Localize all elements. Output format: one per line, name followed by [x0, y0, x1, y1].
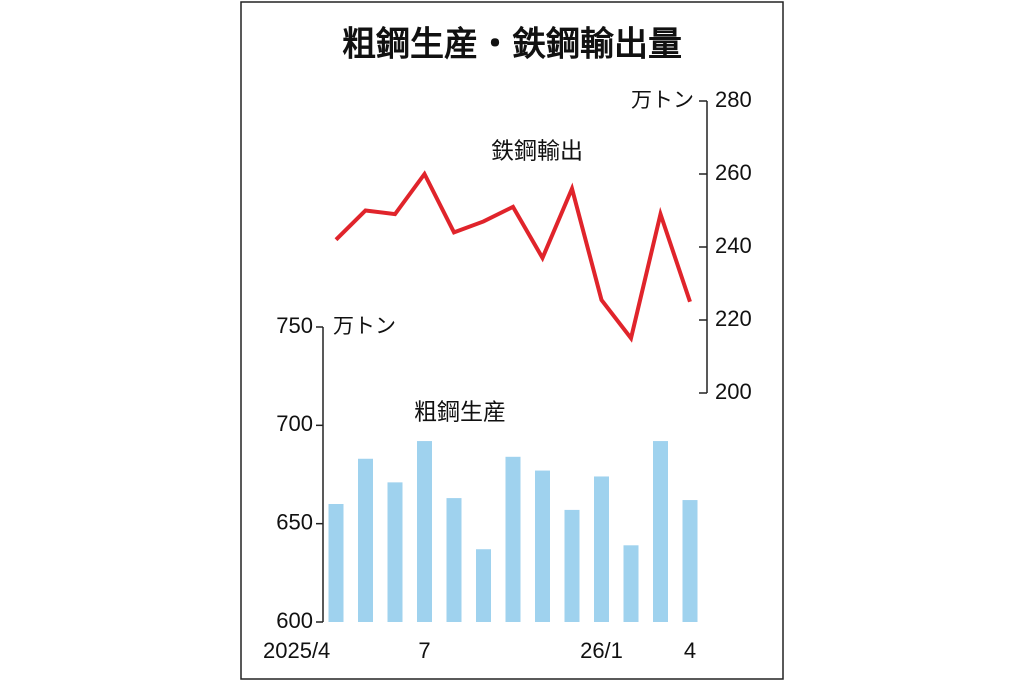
bar: [417, 441, 432, 622]
y-tick-label: 700: [276, 411, 313, 436]
y-unit: 万トン: [333, 314, 396, 338]
bar: [446, 498, 462, 622]
chart-title: 粗鋼生産・鉄鋼輸出量: [342, 25, 682, 65]
bar: [358, 458, 373, 622]
bar: [653, 441, 668, 622]
bar: [623, 545, 639, 622]
bar: [594, 476, 609, 622]
bar: [476, 549, 491, 622]
bar: [387, 482, 403, 622]
series-label: 鉄鋼輸出: [491, 139, 583, 165]
x-tick-label: 7: [418, 638, 430, 663]
line-series: [334, 170, 692, 343]
y2-tick-label: 240: [715, 233, 752, 258]
bar: [564, 509, 580, 622]
series-label: 粗鋼生産: [414, 400, 506, 426]
bar: [682, 500, 698, 622]
bar: [505, 456, 521, 622]
y-tick-label: 600: [276, 608, 313, 633]
bar: [535, 470, 550, 622]
x-tick-label: 2025/4: [263, 638, 330, 663]
y2-tick-label: 200: [715, 379, 752, 404]
y2-tick-label: 280: [715, 87, 752, 112]
y-tick-label: 750: [276, 313, 313, 338]
bar: [328, 504, 344, 622]
x-tick-label: 4: [684, 638, 696, 663]
y2-tick-label: 220: [715, 306, 752, 331]
y2-tick-label: 260: [715, 160, 752, 185]
frame: [240, 1, 784, 680]
y-tick-label: 650: [276, 509, 313, 534]
y2-unit: 万トン: [631, 88, 694, 112]
x-tick-label: 26/1: [580, 638, 623, 663]
